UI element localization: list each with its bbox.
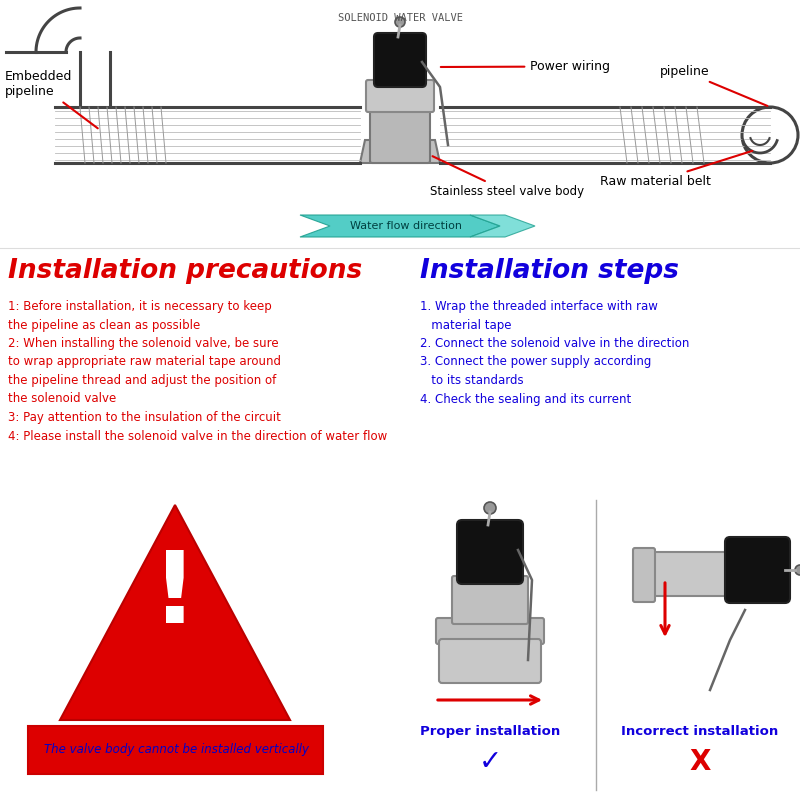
Text: Installation steps: Installation steps xyxy=(420,258,679,284)
Text: 1. Wrap the threaded interface with raw
   material tape
2. Connect the solenoid: 1. Wrap the threaded interface with raw … xyxy=(420,300,690,406)
FancyBboxPatch shape xyxy=(647,552,748,596)
Text: Power wiring: Power wiring xyxy=(441,60,610,73)
Text: !: ! xyxy=(152,547,198,644)
FancyBboxPatch shape xyxy=(457,520,523,584)
Circle shape xyxy=(395,17,405,27)
Text: Stainless steel valve body: Stainless steel valve body xyxy=(430,156,584,198)
Text: X: X xyxy=(690,748,710,776)
Text: pipeline: pipeline xyxy=(660,65,767,106)
FancyBboxPatch shape xyxy=(436,618,544,644)
Circle shape xyxy=(484,502,496,514)
FancyBboxPatch shape xyxy=(633,548,655,602)
Polygon shape xyxy=(470,215,535,237)
FancyBboxPatch shape xyxy=(725,537,790,603)
FancyBboxPatch shape xyxy=(374,33,426,87)
Text: Water flow direction: Water flow direction xyxy=(350,221,462,231)
FancyBboxPatch shape xyxy=(28,726,323,774)
Polygon shape xyxy=(300,215,500,237)
Text: Incorrect installation: Incorrect installation xyxy=(622,725,778,738)
Text: Raw material belt: Raw material belt xyxy=(600,151,752,188)
FancyBboxPatch shape xyxy=(439,639,541,683)
Text: Installation precautions: Installation precautions xyxy=(8,258,362,284)
Text: 1: Before installation, it is necessary to keep
the pipeline as clean as possibl: 1: Before installation, it is necessary … xyxy=(8,300,387,442)
FancyBboxPatch shape xyxy=(366,80,434,112)
FancyBboxPatch shape xyxy=(370,107,430,163)
Text: SOLENOID WATER VALVE: SOLENOID WATER VALVE xyxy=(338,13,462,23)
FancyBboxPatch shape xyxy=(452,576,528,624)
Text: ✓: ✓ xyxy=(478,748,502,776)
Text: The valve body cannot be installed vertically: The valve body cannot be installed verti… xyxy=(43,743,309,757)
Circle shape xyxy=(795,565,800,575)
Polygon shape xyxy=(60,505,290,720)
Text: Proper installation: Proper installation xyxy=(420,725,560,738)
Polygon shape xyxy=(360,140,440,163)
Text: Embedded
pipeline: Embedded pipeline xyxy=(5,70,98,128)
